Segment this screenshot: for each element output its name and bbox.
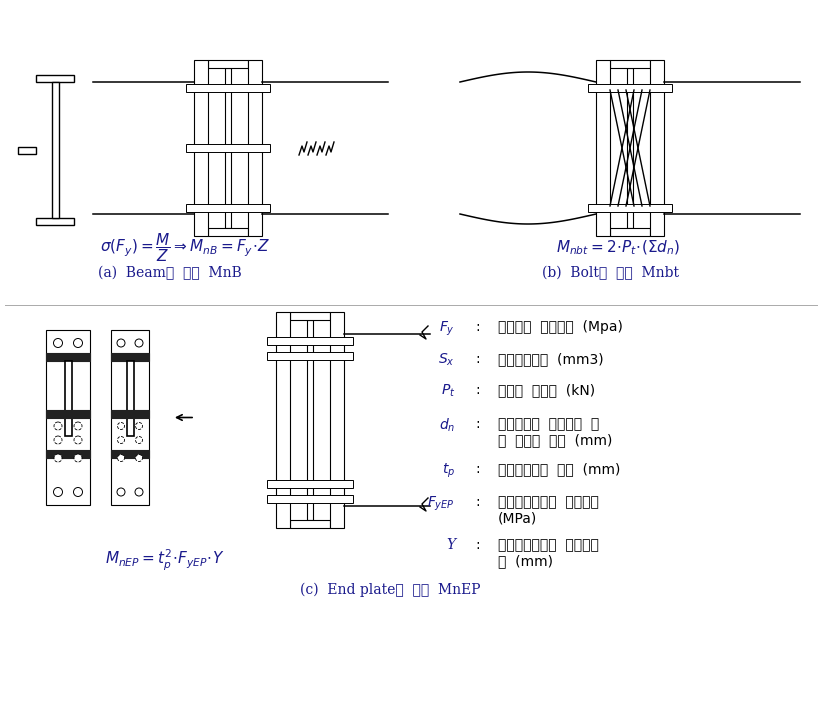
Circle shape (117, 488, 125, 496)
Text: :: : (476, 462, 480, 476)
Text: (b)  Bolt의  파단  Mnbt: (b) Bolt의 파단 Mnbt (542, 266, 678, 280)
Circle shape (54, 436, 62, 444)
Bar (627, 68, 633, 228)
Bar (111, 353, 149, 361)
Bar (610, 60, 650, 68)
Text: :: : (476, 320, 480, 334)
Bar (330, 312, 344, 528)
Text: :: : (476, 538, 480, 552)
Bar (18, 147, 36, 154)
Bar (267, 337, 353, 345)
Text: $M_{nbt}=2\!\cdot\!P_t\!\cdot\!(\Sigma d_n)$: $M_{nbt}=2\!\cdot\!P_t\!\cdot\!(\Sigma d… (556, 239, 680, 257)
Text: 소성단면계수  (mm3): 소성단면계수 (mm3) (498, 352, 603, 366)
Circle shape (53, 488, 62, 496)
Circle shape (73, 338, 82, 348)
Circle shape (118, 454, 124, 461)
Text: Y: Y (446, 538, 455, 552)
Bar (36, 218, 74, 225)
Bar (46, 353, 90, 361)
Text: 볼트의  인장력  (kN): 볼트의 인장력 (kN) (498, 383, 595, 397)
Circle shape (73, 488, 82, 496)
Text: $d_n$: $d_n$ (439, 417, 455, 434)
Bar (46, 410, 90, 418)
Circle shape (118, 437, 124, 444)
Bar (194, 60, 208, 236)
Bar (208, 60, 248, 68)
Bar (276, 312, 290, 528)
Text: $F_{yEP}$: $F_{yEP}$ (427, 495, 455, 513)
Bar (208, 228, 248, 236)
Bar (267, 352, 353, 360)
Bar (186, 84, 270, 92)
Bar (64, 361, 72, 436)
Circle shape (54, 454, 62, 462)
Bar (267, 480, 353, 488)
Circle shape (135, 488, 143, 496)
Bar (307, 320, 313, 520)
Text: :: : (476, 417, 480, 431)
Circle shape (74, 422, 82, 430)
Bar (588, 84, 672, 92)
Bar (36, 75, 74, 82)
Circle shape (53, 338, 62, 348)
Circle shape (74, 454, 82, 462)
Bar (46, 330, 90, 505)
Text: (c)  End plate의  변형  MnEP: (c) End plate의 변형 MnEP (300, 583, 480, 597)
Text: (a)  Beam의  소성  MnB: (a) Beam의 소성 MnB (98, 266, 242, 280)
Circle shape (136, 422, 142, 429)
Bar (111, 450, 149, 458)
Bar (650, 60, 664, 236)
Text: :: : (476, 352, 480, 366)
Circle shape (74, 436, 82, 444)
Bar (52, 82, 58, 218)
Text: 엔드플레이트  두께  (mm): 엔드플레이트 두께 (mm) (498, 462, 621, 476)
Bar (588, 204, 672, 212)
Text: $M_{nEP}=t_p^2\!\cdot\!F_{yEP}\!\cdot\!Y$: $M_{nEP}=t_p^2\!\cdot\!F_{yEP}\!\cdot\!Y… (105, 547, 224, 572)
Bar (111, 410, 149, 418)
Circle shape (118, 422, 124, 429)
Circle shape (117, 339, 125, 347)
Circle shape (54, 422, 62, 430)
Text: $\sigma(F_y)=\dfrac{M}{Z}\Rightarrow M_{nB}=F_y\!\cdot\!Z$: $\sigma(F_y)=\dfrac{M}{Z}\Rightarrow M_{… (100, 232, 270, 264)
Bar (290, 312, 330, 320)
Circle shape (136, 437, 142, 444)
Text: $S_x$: $S_x$ (438, 352, 455, 368)
Bar (290, 520, 330, 528)
Text: :: : (476, 383, 480, 397)
Bar (225, 68, 231, 228)
Text: 엔드플레이트의  항복강도
(MPa): 엔드플레이트의 항복강도 (MPa) (498, 495, 599, 525)
Text: $F_y$: $F_y$ (439, 320, 455, 338)
Bar (596, 60, 610, 236)
Bar (186, 204, 270, 212)
Bar (267, 495, 353, 503)
Bar (248, 60, 262, 236)
Text: 보부재의  항복강도  (Mpa): 보부재의 항복강도 (Mpa) (498, 320, 623, 334)
Text: 상부플렌지  중심부터  볼
트  중심간  거리  (mm): 상부플렌지 중심부터 볼 트 중심간 거리 (mm) (498, 417, 612, 447)
Text: 엔드플레이트의  항복선길
이  (mm): 엔드플레이트의 항복선길 이 (mm) (498, 538, 599, 568)
Bar (186, 144, 270, 152)
Circle shape (136, 454, 142, 461)
Bar (127, 361, 133, 436)
Bar (46, 450, 90, 458)
Circle shape (135, 339, 143, 347)
Text: $P_t$: $P_t$ (441, 383, 455, 400)
Text: :: : (476, 495, 480, 509)
Bar (610, 228, 650, 236)
Bar (111, 330, 149, 505)
Text: $t_p$: $t_p$ (441, 462, 455, 481)
